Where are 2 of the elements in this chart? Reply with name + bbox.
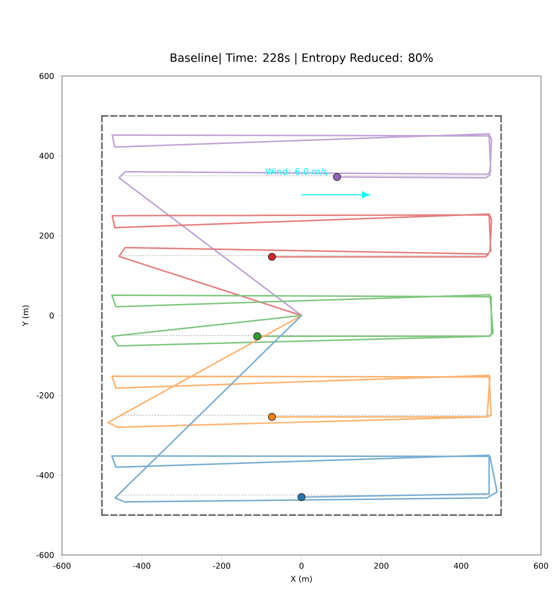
annotation: Wind: 6.0 m/s bbox=[266, 168, 328, 176]
chart-title: Baseline| Time: 228s | Entropy Reduced: 80% bbox=[170, 53, 433, 65]
